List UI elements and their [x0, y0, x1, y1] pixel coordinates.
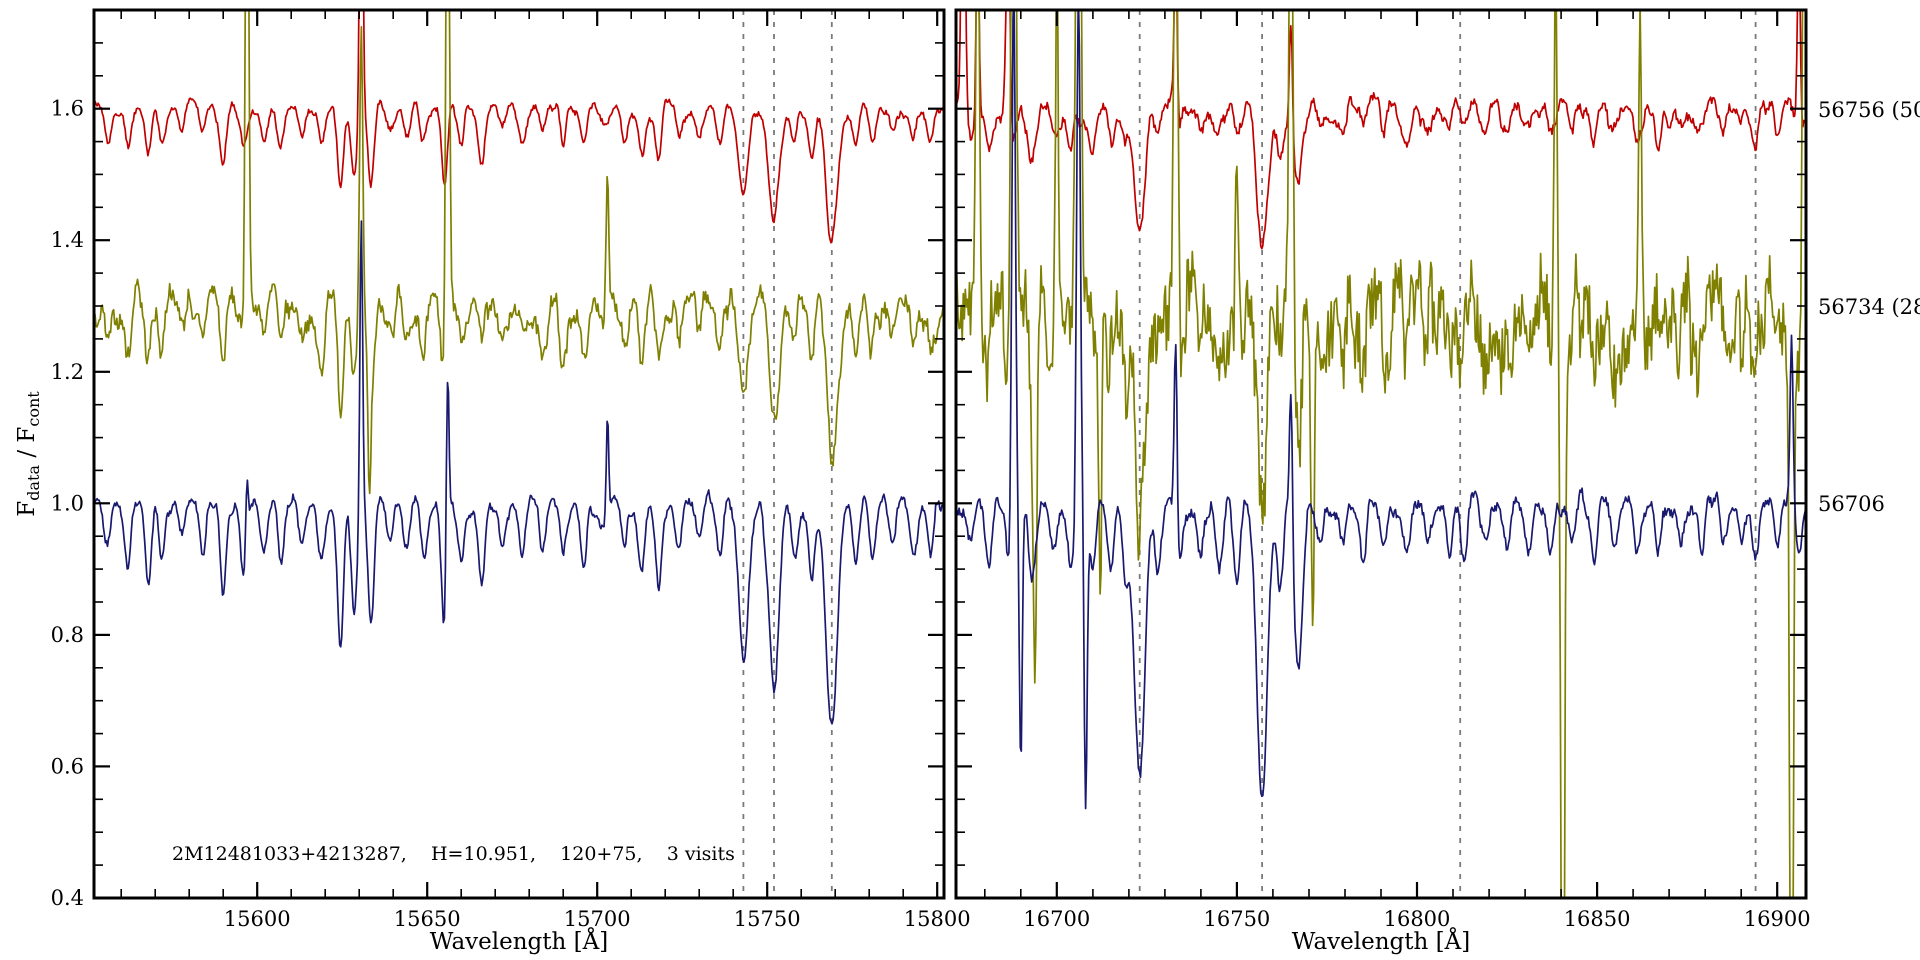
panel-border-left — [92, 8, 946, 900]
star-annotation: 2M12481033+4213287, H=10.951, 120+75, 3 … — [172, 843, 735, 865]
spectrum-56756-right — [956, 10, 1806, 250]
panel-right: 16700 16750 16800 16850 16900 — [954, 8, 1811, 931]
spectrum-56756-left — [94, 10, 944, 244]
y-axis-label-f: F — [14, 501, 40, 517]
panel-border-right — [954, 8, 1808, 900]
y-tick-label: 1.2 — [51, 360, 84, 384]
y-axis-label-sub-data: data — [24, 465, 43, 501]
y-tick-label: 1.6 — [51, 97, 84, 121]
x-tick-label: 15600 — [224, 907, 291, 931]
ticks-right — [956, 9, 1806, 900]
x-tick-label: 15750 — [734, 907, 801, 931]
spectrum-56734-right — [956, 10, 1804, 898]
y-axis-label-sub-cont: cont — [24, 391, 43, 427]
legend-visit-56734: 56734 (28) — [1818, 295, 1920, 319]
legend-visit-56706: 56706 — [1818, 492, 1885, 516]
legend-visit-56756: 56756 (50) — [1818, 98, 1920, 122]
x-tick-label: 15650 — [394, 907, 461, 931]
x-axis-label-right: Wavelength [Å] — [1292, 927, 1470, 955]
x-tick-label: 16850 — [1564, 907, 1631, 931]
x-axis-label-left: Wavelength [Å] — [430, 927, 608, 955]
spectrum-56706-right — [956, 10, 1806, 810]
x-tick-label: 15700 — [564, 907, 631, 931]
y-axis-label-mid: / F — [14, 427, 40, 465]
x-tick-label: 16900 — [1744, 907, 1811, 931]
y-tick-label: 1.0 — [51, 491, 84, 515]
spectrum-56734-left — [94, 10, 944, 495]
y-axis-label: Fdata / Fcont — [14, 391, 43, 517]
y-tick-label: 0.6 — [51, 754, 84, 778]
ticks-left — [94, 9, 944, 900]
panels: 15600 15650 15700 15750 15800 0.4 0.6 0.8 1.0 1.2… — [51, 8, 1811, 931]
y-tick-label: 0.8 — [51, 623, 84, 647]
y-tick-label: 0.4 — [51, 886, 84, 910]
x-tick-label: 16700 — [1023, 907, 1090, 931]
x-tick-label: 16800 — [1384, 907, 1451, 931]
tick-labels-right: 16700 16750 16800 16850 16900 — [1023, 907, 1810, 931]
spectrum-56706-left — [94, 220, 944, 725]
x-tick-label: 16750 — [1203, 907, 1270, 931]
y-tick-label: 1.4 — [51, 228, 84, 252]
x-tick-label: 15800 — [904, 907, 971, 931]
tick-labels-left: 15600 15650 15700 15750 15800 0.4 0.6 0.8 1.0 1.2… — [51, 97, 971, 931]
panel-left: 15600 15650 15700 15750 15800 0.4 0.6 0.8 1.0 1.2… — [51, 8, 971, 931]
